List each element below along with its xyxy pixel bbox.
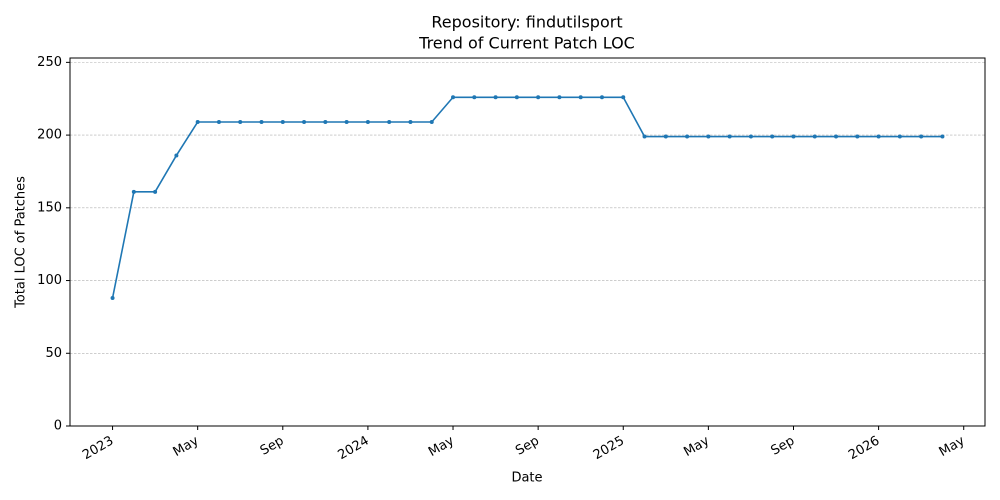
data-point (897, 134, 902, 139)
data-point (834, 134, 839, 139)
y-tick-label: 200 (37, 128, 62, 143)
data-point (216, 120, 221, 124)
x-tick-label: Sep (513, 434, 542, 459)
data-point (919, 134, 924, 139)
data-point (408, 120, 413, 124)
data-point (174, 153, 179, 158)
data-point (748, 134, 753, 139)
data-point (621, 95, 626, 100)
data-point (663, 134, 668, 139)
plot-frame (69, 57, 986, 427)
data-point (812, 134, 817, 139)
x-tick-label: May (937, 433, 968, 460)
data-point (451, 95, 456, 100)
x-tick-label: 2025 (591, 434, 627, 464)
data-point (131, 189, 136, 194)
y-tick-label: 100 (37, 273, 62, 288)
y-axis-label: Total LOC of Patches (14, 176, 29, 309)
data-point (195, 120, 200, 124)
data-point (153, 189, 158, 194)
x-tick-label: May (426, 433, 457, 460)
data-point (940, 134, 945, 139)
data-point (387, 120, 392, 124)
data-point (685, 134, 690, 139)
y-tick-label: 150 (37, 200, 62, 215)
y-tick-label: 0 (54, 419, 62, 434)
x-tick-label: 2026 (846, 434, 882, 464)
data-point (259, 120, 264, 124)
data-point (770, 134, 775, 139)
x-axis-label: Date (511, 471, 542, 486)
data-point (323, 120, 328, 124)
data-point (876, 134, 881, 139)
x-tick-label: May (681, 433, 712, 460)
chart-title: Repository: findutilsport (431, 13, 622, 32)
data-point (536, 95, 541, 100)
data-point (855, 134, 860, 139)
data-point (578, 95, 583, 100)
data-line (111, 96, 943, 299)
data-point (280, 120, 285, 124)
data-point (557, 95, 562, 100)
y-tick-label: 250 (37, 55, 62, 70)
data-point (302, 120, 307, 124)
data-point (429, 120, 434, 124)
x-tick-label: May (171, 433, 202, 460)
data-point (472, 95, 477, 100)
x-tick-label: Sep (258, 434, 287, 459)
data-point (791, 134, 796, 139)
x-tick-label: 2023 (80, 434, 116, 464)
data-point (344, 120, 349, 124)
data-point (238, 120, 243, 124)
data-point (642, 134, 647, 139)
chart-subtitle: Trend of Current Patch LOC (418, 34, 635, 53)
data-point (514, 95, 519, 100)
x-tick-label: 2024 (335, 434, 371, 464)
data-point (599, 95, 604, 100)
x-tick-label: Sep (769, 434, 798, 459)
data-point (365, 120, 370, 124)
data-point (493, 95, 498, 100)
data-point (706, 134, 711, 139)
y-tick-label: 50 (45, 346, 62, 361)
data-point (110, 296, 115, 300)
data-point (727, 134, 732, 139)
